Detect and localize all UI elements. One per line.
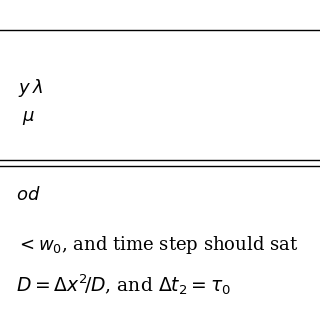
- Text: $< w_0$, and time step should sat: $< w_0$, and time step should sat: [16, 234, 299, 256]
- Text: $\mu$: $\mu$: [22, 109, 35, 127]
- Text: $D = \Delta x^2\!/D$, and $\Delta t_2 = \tau_0$: $D = \Delta x^2\!/D$, and $\Delta t_2 = …: [16, 273, 231, 297]
- Text: $y\,\lambda$: $y\,\lambda$: [18, 77, 43, 99]
- Text: $\mathit{od}$: $\mathit{od}$: [16, 186, 41, 204]
